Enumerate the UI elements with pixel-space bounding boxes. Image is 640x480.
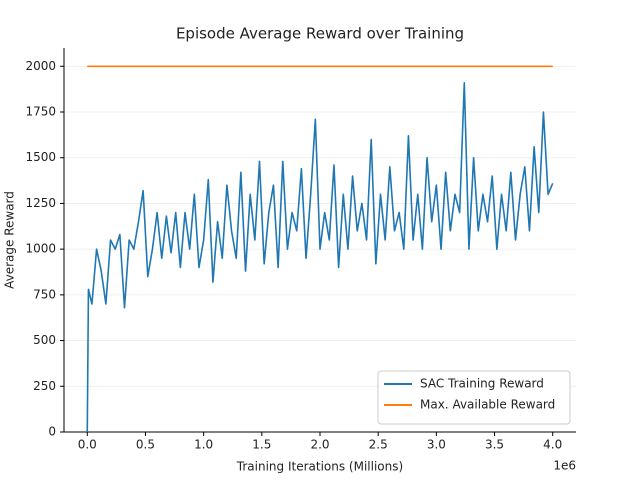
y-tick-label: 1250 (25, 196, 56, 210)
x-offset-label: 1e6 (553, 459, 576, 473)
x-tick-label: 2.0 (310, 438, 329, 452)
y-tick-label: 250 (33, 379, 56, 393)
y-tick-label: 2000 (25, 59, 56, 73)
chart-title: Episode Average Reward over Training (176, 25, 464, 43)
x-tick-label: 2.5 (369, 438, 388, 452)
x-axis-label: Training Iterations (Millions) (236, 460, 403, 474)
legend-label: SAC Training Reward (420, 377, 544, 391)
y-axis-label: Average Reward (3, 191, 17, 289)
y-tick-label: 750 (33, 287, 56, 301)
y-tick-label: 1500 (25, 150, 56, 164)
y-tick-label: 1000 (25, 242, 56, 256)
y-tick-label: 0 (48, 425, 56, 439)
x-tick-label: 3.0 (427, 438, 446, 452)
x-tick-label: 1.5 (252, 438, 271, 452)
legend-box (377, 370, 571, 425)
y-tick-label: 1750 (25, 105, 56, 119)
x-tick-label: 1.0 (194, 438, 213, 452)
x-tick-label: 4.0 (543, 438, 562, 452)
series-line (86, 81, 554, 433)
x-tick-label: 0.0 (78, 438, 97, 452)
y-tick-label: 500 (33, 333, 56, 347)
x-tick-label: 3.5 (485, 438, 504, 452)
x-tick-label: 0.5 (136, 438, 155, 452)
legend-label: Max. Available Reward (420, 398, 555, 412)
